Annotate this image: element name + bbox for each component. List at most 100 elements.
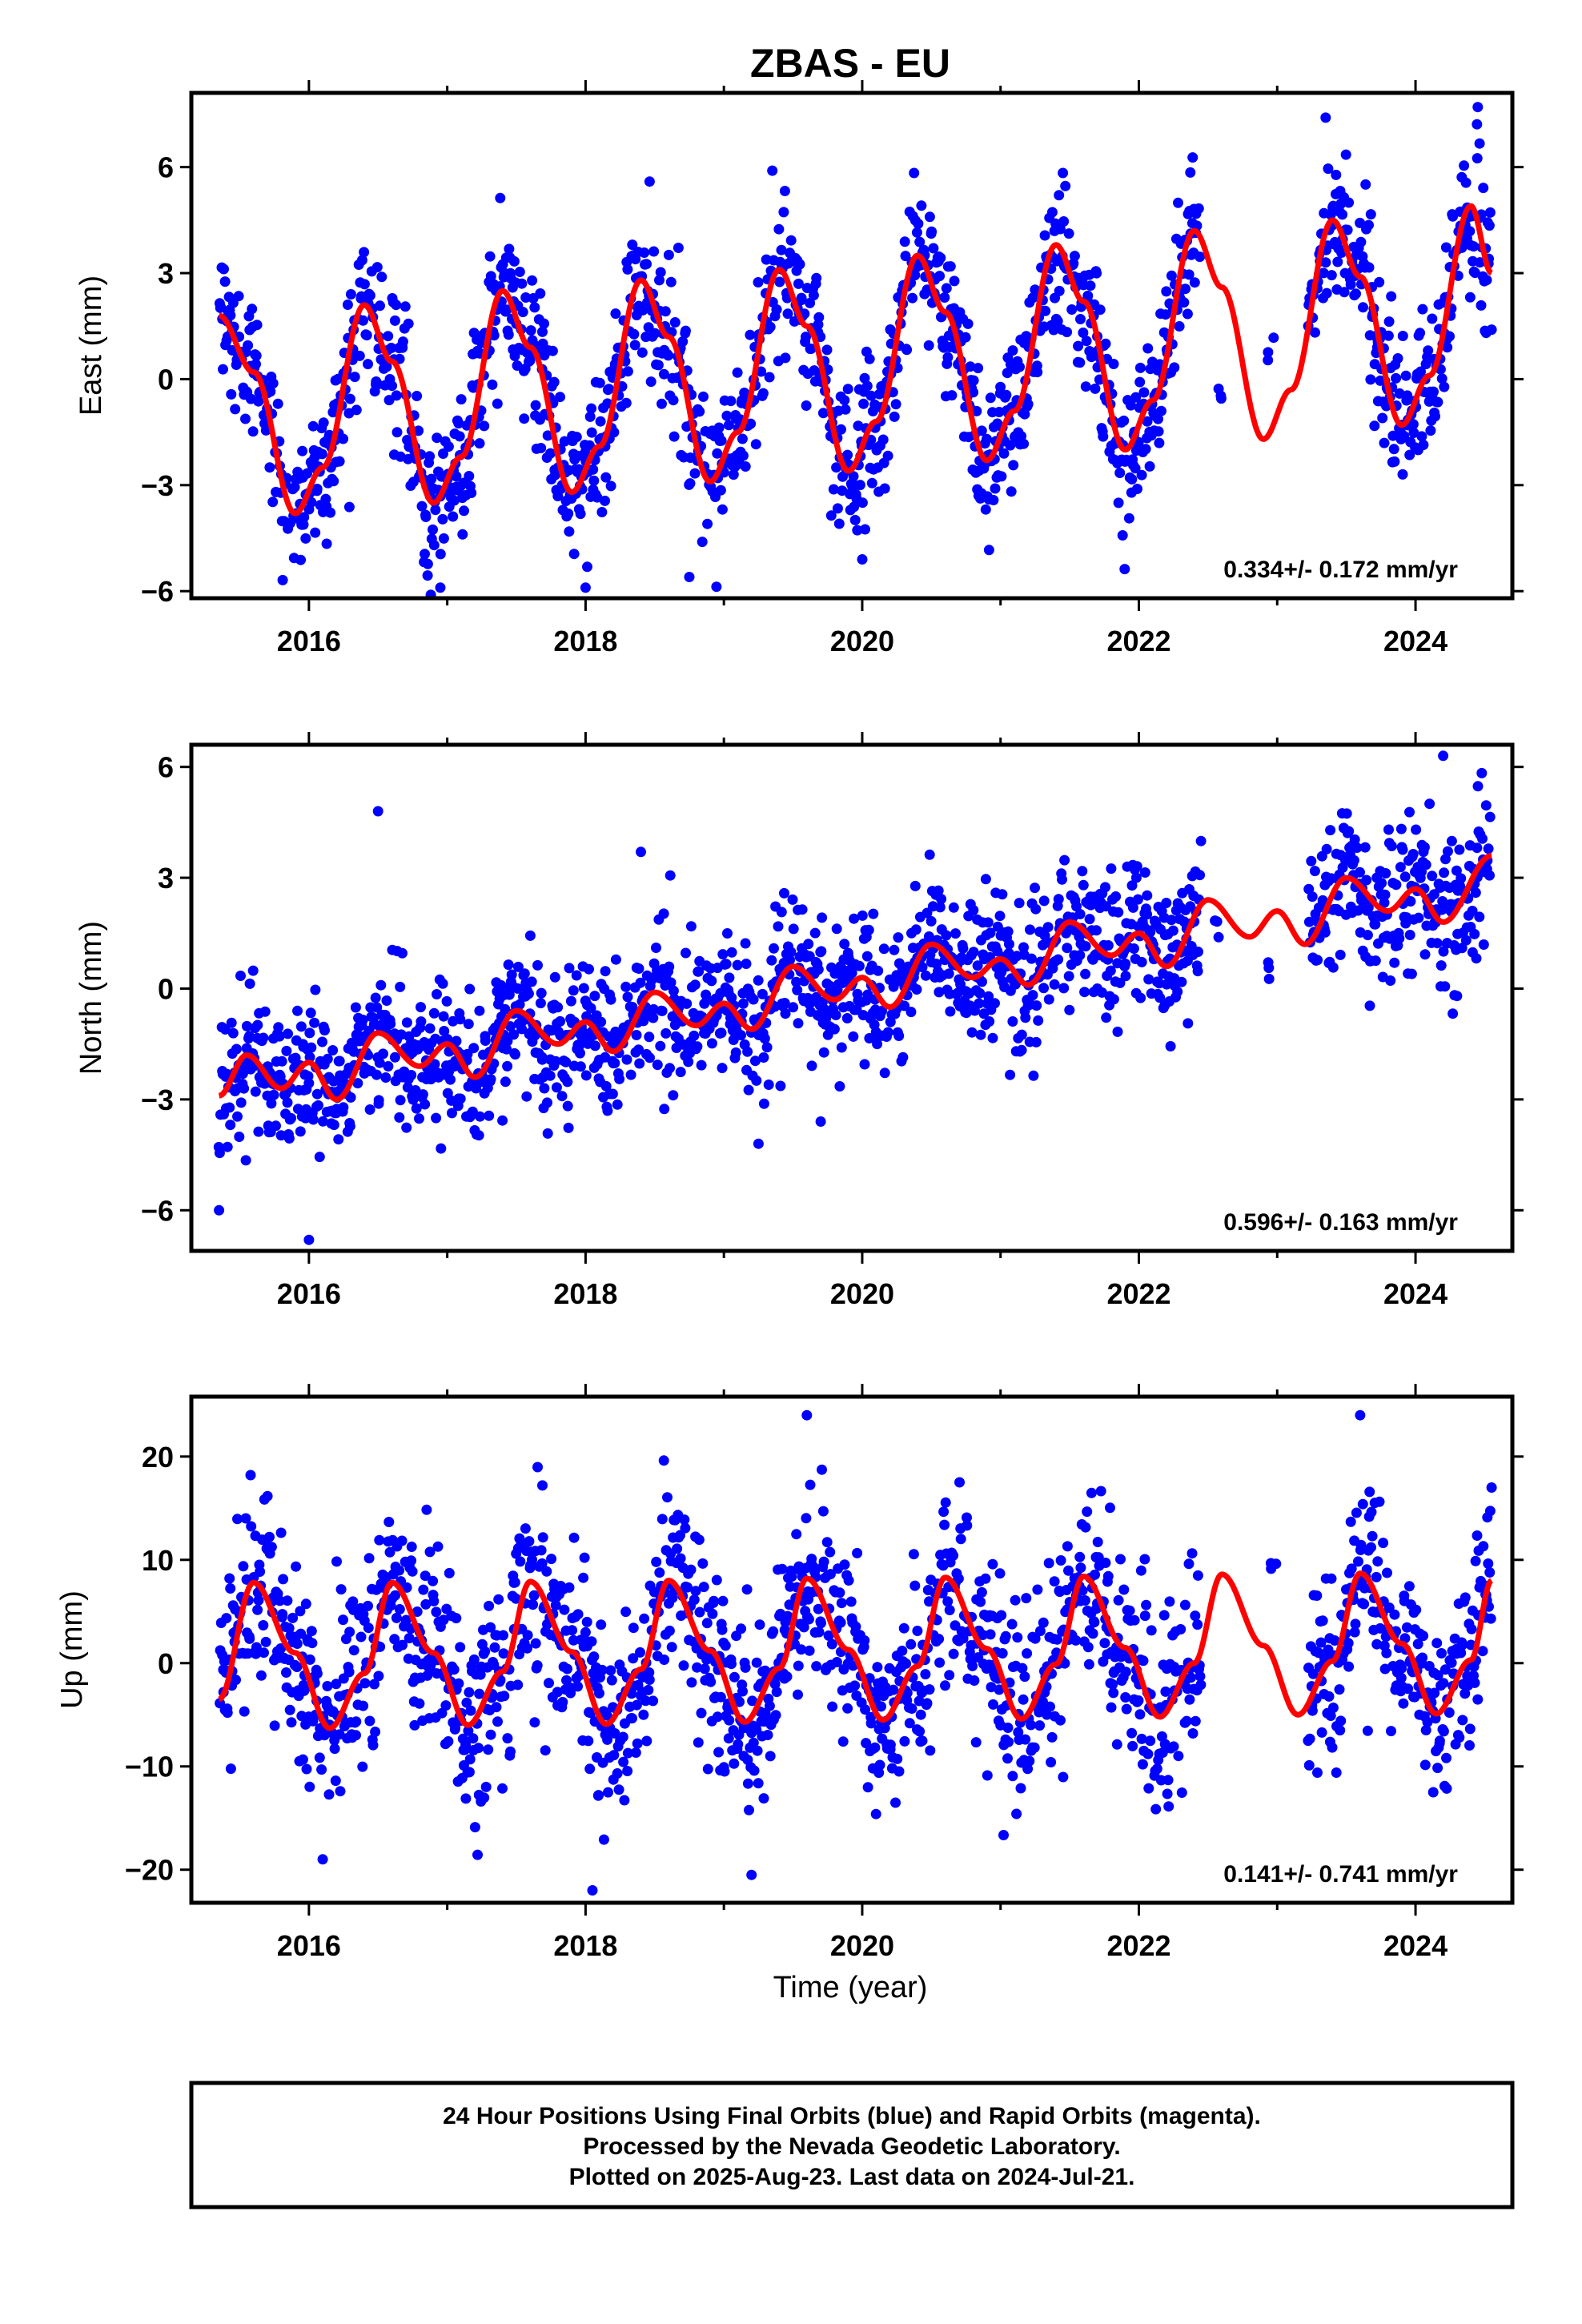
data-point: [585, 1003, 596, 1014]
data-point: [1140, 444, 1151, 455]
data-point: [506, 969, 517, 980]
data-point: [648, 1012, 659, 1023]
data-point: [745, 418, 757, 429]
data-point: [275, 1643, 287, 1654]
data-point: [924, 1596, 934, 1607]
data-point: [776, 907, 787, 918]
data-point: [1162, 1775, 1174, 1786]
data-point: [530, 400, 541, 411]
data-point: [1379, 897, 1390, 908]
data-point: [665, 977, 677, 988]
data-point: [849, 1680, 861, 1691]
data-point: [770, 1710, 781, 1721]
rate-backdrop: [1160, 1201, 1464, 1238]
data-point: [809, 927, 821, 939]
data-point: [849, 913, 860, 924]
data-point: [1091, 267, 1102, 279]
data-point: [420, 512, 432, 522]
data-point: [1002, 1723, 1014, 1733]
data-point: [737, 998, 749, 1009]
data-point: [330, 1775, 341, 1787]
data-point: [953, 1573, 964, 1584]
data-point: [589, 1040, 600, 1051]
data-point: [1111, 1739, 1122, 1750]
data-point: [299, 512, 310, 523]
data-point: [1431, 938, 1443, 949]
data-point: [1407, 419, 1419, 430]
data-point: [606, 1675, 617, 1686]
data-point: [934, 1634, 945, 1645]
data-point: [1348, 854, 1359, 866]
data-point: [954, 1477, 965, 1488]
data-point: [925, 1745, 936, 1756]
data-point: [627, 1713, 637, 1724]
data-point: [934, 271, 946, 282]
data-point: [717, 504, 728, 515]
data-point: [761, 1042, 773, 1053]
data-point: [1343, 1661, 1355, 1672]
north-y-axis-label: North (mm): [74, 921, 108, 1075]
data-point: [889, 411, 900, 422]
data-point: [403, 318, 414, 329]
data-point: [753, 277, 764, 287]
data-point: [1010, 1594, 1021, 1606]
data-point: [451, 471, 462, 482]
data-point: [455, 1093, 466, 1104]
data-point: [996, 471, 1007, 482]
data-point: [1397, 844, 1408, 855]
data-point: [1138, 387, 1150, 398]
data-point: [1213, 931, 1224, 943]
data-point: [400, 301, 411, 312]
data-point: [813, 964, 824, 975]
data-point: [1478, 939, 1489, 950]
data-point: [758, 1052, 769, 1063]
data-point: [1115, 1554, 1126, 1565]
up-y-axis-label: Up (mm): [55, 1590, 89, 1709]
data-point: [474, 1688, 485, 1699]
data-point: [420, 549, 430, 560]
data-point: [243, 340, 254, 351]
data-point: [485, 271, 496, 282]
data-point: [356, 255, 367, 266]
data-point: [510, 1049, 520, 1060]
data-point: [1042, 1709, 1053, 1720]
data-point: [1091, 925, 1102, 936]
data-point: [648, 1003, 659, 1015]
data-point: [897, 1645, 908, 1656]
data-point: [1342, 224, 1353, 235]
data-point: [712, 1711, 723, 1723]
data-point: [774, 276, 785, 287]
data-point: [840, 404, 851, 415]
data-point: [1163, 1801, 1174, 1812]
data-point: [1469, 267, 1480, 279]
data-point: [456, 394, 467, 405]
data-point: [1002, 368, 1013, 379]
data-point: [833, 518, 845, 529]
data-point: [1436, 1648, 1447, 1659]
data-point: [1472, 1530, 1483, 1541]
data-point: [440, 1700, 452, 1711]
data-point: [304, 1654, 315, 1665]
data-point: [376, 271, 387, 283]
data-point: [1002, 926, 1014, 937]
data-point: [584, 963, 594, 975]
data-point: [1113, 497, 1124, 509]
data-point: [1118, 1584, 1130, 1595]
data-point: [391, 1612, 402, 1623]
data-point: [749, 1765, 760, 1776]
data-point: [1141, 1599, 1152, 1610]
data-point: [980, 874, 991, 885]
data-point: [1094, 304, 1106, 316]
data-point: [568, 985, 579, 996]
data-point: [762, 1730, 773, 1740]
data-point: [668, 395, 679, 406]
footer-line-3: Plotted on 2025-Aug-23. Last data on 202…: [569, 2164, 1135, 2190]
data-point: [1004, 939, 1014, 950]
data-point: [536, 1054, 548, 1065]
data-point: [284, 1704, 295, 1715]
data-point: [304, 1051, 315, 1063]
data-point: [651, 1556, 662, 1567]
data-point: [571, 970, 582, 981]
data-point: [1312, 955, 1323, 966]
data-point: [1470, 1555, 1481, 1566]
